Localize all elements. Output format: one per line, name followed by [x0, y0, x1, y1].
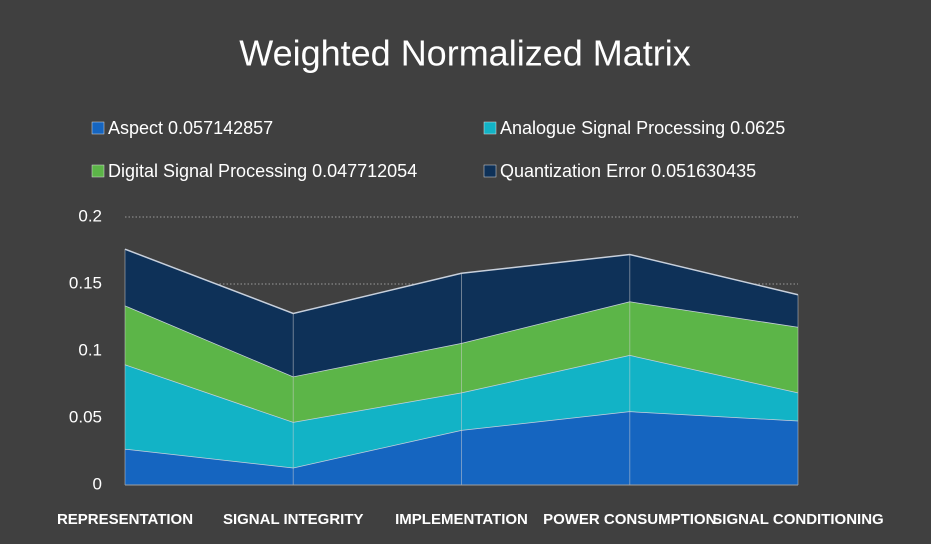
y-tick-label: 0.1 — [78, 340, 102, 359]
x-tick-label: POWER CONSUMPTION — [543, 511, 716, 528]
x-tick-label: SIGNAL INTEGRITY — [223, 511, 364, 528]
legend-label: Analogue Signal Processing 0.0625 — [500, 118, 785, 138]
y-tick-label: 0.15 — [69, 273, 102, 292]
x-tick-label: REPRESENTATION — [57, 511, 193, 528]
legend-label: Quantization Error 0.051630435 — [500, 161, 756, 181]
x-tick-label: IMPLEMENTATION — [395, 511, 528, 528]
legend-label: Aspect 0.057142857 — [108, 118, 273, 138]
y-tick-label: 0 — [93, 474, 102, 493]
legend-swatch — [91, 164, 105, 178]
legend-label: Digital Signal Processing 0.047712054 — [108, 161, 417, 181]
legend-swatch — [483, 121, 497, 135]
chart-title: Weighted Normalized Matrix — [239, 33, 691, 74]
y-tick-label: 0.2 — [78, 206, 102, 225]
legend-swatch — [483, 164, 497, 178]
x-tick-label: SIGNAL CONDITIONING — [712, 511, 883, 528]
legend-swatch — [91, 121, 105, 135]
y-tick-label: 0.05 — [69, 407, 102, 426]
